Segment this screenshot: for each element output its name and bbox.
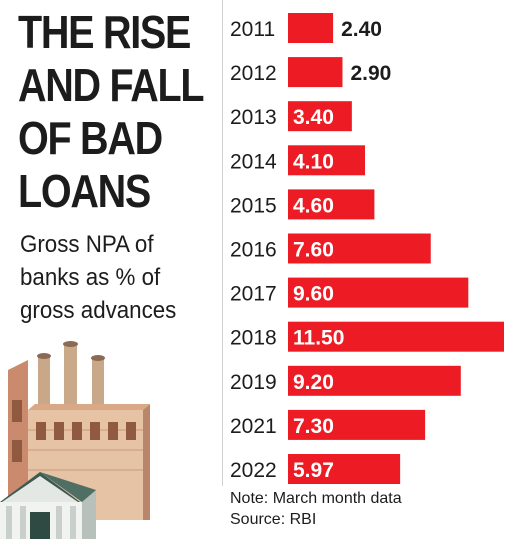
value-label: 5.97	[293, 459, 334, 482]
bar	[288, 277, 469, 308]
title-line: LOANS	[18, 165, 151, 217]
year-label: 2011	[230, 18, 275, 41]
title-line: THE RISE	[18, 6, 191, 58]
value-label: 2.40	[341, 18, 382, 41]
chart-title: THE RISE AND FALL OF BAD LOANS	[18, 6, 205, 218]
bar-chart: 2011 2.40 2012 2.90 2013 3.40 2014 4.10 2015 4.60…	[230, 13, 504, 484]
value-label: 9.60	[293, 283, 334, 306]
year-label: 2013	[230, 106, 277, 129]
bar	[288, 409, 426, 440]
bar	[288, 101, 352, 132]
bar	[288, 145, 366, 176]
chart-subtitle: Gross NPA of banks as % of gross advance…	[20, 228, 206, 327]
subtitle-line: Gross NPA of	[20, 231, 154, 258]
chart-footnote: Note: March month data Source: RBI	[230, 488, 402, 530]
bar	[288, 189, 375, 220]
bar	[288, 13, 334, 43]
value-label: 4.60	[293, 194, 334, 217]
value-label: 11.50	[293, 327, 344, 350]
bar	[288, 233, 431, 264]
year-label: 2017	[230, 283, 277, 306]
value-label: 7.30	[293, 415, 334, 438]
factory-illustration	[0, 341, 150, 539]
year-label: 2015	[230, 194, 277, 217]
source-text: Source: RBI	[230, 511, 317, 528]
value-label: 9.20	[293, 371, 334, 394]
bar	[288, 57, 343, 88]
subtitle-line: gross advances	[20, 297, 177, 324]
year-label: 2021	[230, 415, 277, 438]
bar	[288, 365, 461, 396]
divider	[222, 0, 223, 486]
year-label: 2012	[230, 62, 277, 85]
title-line: AND FALL	[18, 59, 205, 111]
year-label: 2019	[230, 371, 277, 394]
value-label: 2.90	[350, 62, 391, 85]
year-label: 2014	[230, 150, 277, 173]
value-label: 7.60	[293, 239, 334, 262]
value-label: 3.40	[293, 106, 334, 129]
value-label: 4.10	[293, 150, 334, 173]
year-label: 2018	[230, 327, 277, 350]
subtitle-line: banks as % of	[20, 264, 161, 291]
year-label: 2022	[230, 459, 277, 482]
title-line: OF BAD	[18, 112, 163, 164]
bar	[288, 454, 401, 484]
bar	[288, 321, 504, 352]
year-label: 2016	[230, 239, 277, 262]
note-text: Note: March month data	[230, 490, 402, 507]
